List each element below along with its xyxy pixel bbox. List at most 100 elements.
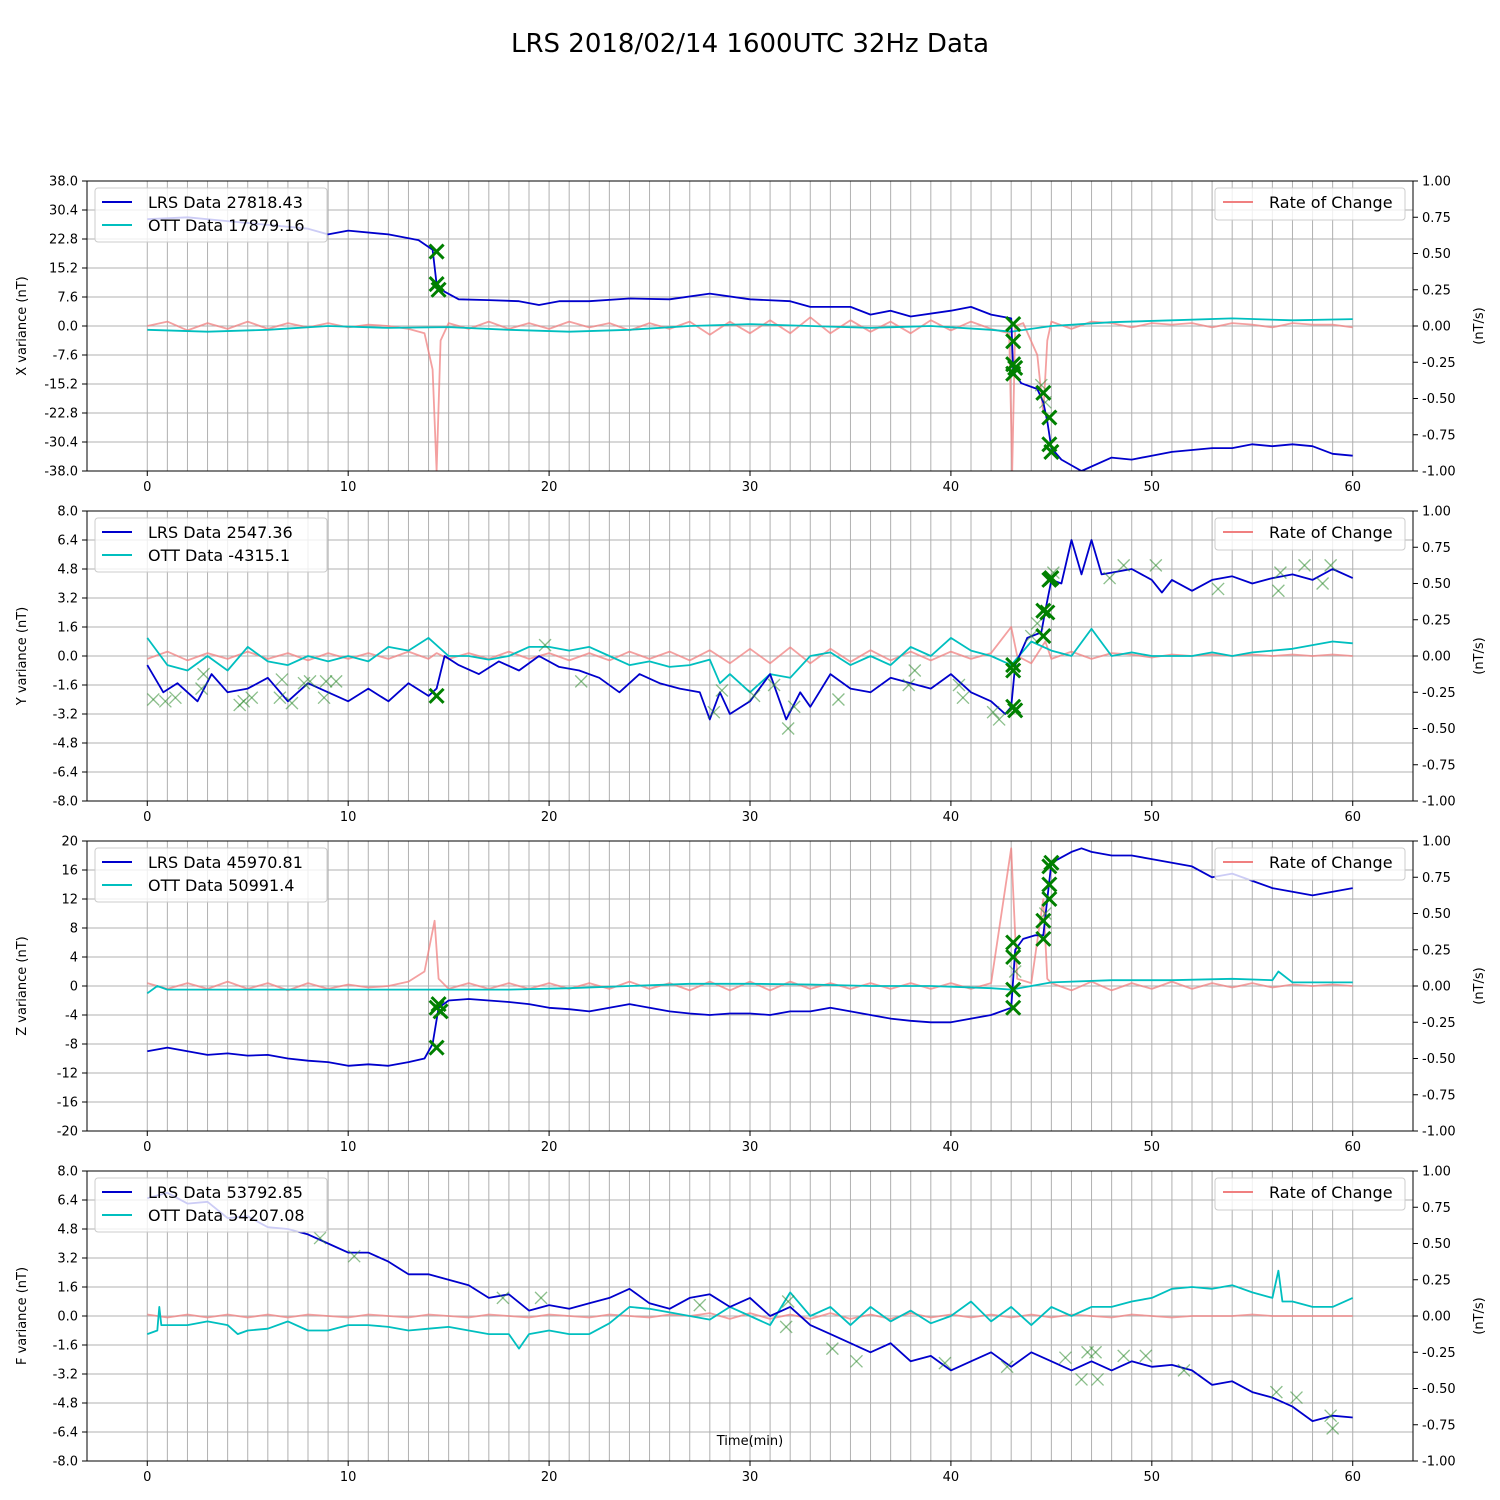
marker-faint <box>574 674 588 688</box>
legend-label: LRS Data 27818.43 <box>148 193 303 212</box>
marker-strong <box>1043 854 1060 871</box>
marker-faint <box>1269 1385 1283 1399</box>
y-tick-label: 3.2 <box>57 1252 78 1267</box>
y-tick-label: 1.6 <box>57 1281 78 1296</box>
x-tick-label: 60 <box>1344 810 1361 825</box>
y-tick-label: 0.0 <box>57 650 78 665</box>
y2-tick-label: 0.50 <box>1422 577 1451 592</box>
marker-faint <box>1298 558 1311 572</box>
marker-strong <box>1005 662 1022 679</box>
legend-label: OTT Data 54207.08 <box>148 1206 305 1225</box>
marker-faint <box>831 693 845 706</box>
marker-faint <box>1117 1349 1131 1363</box>
legend-label: Rate of Change <box>1269 853 1393 872</box>
marker-strong <box>428 1039 445 1056</box>
marker-strong <box>1005 999 1022 1016</box>
series-line-ott <box>146 627 1353 694</box>
series-line-lrs <box>147 216 1353 471</box>
marker-strong <box>1007 359 1024 377</box>
marker-faint <box>313 1231 327 1245</box>
legend-box <box>94 847 328 903</box>
y2-tick-label: -0.75 <box>1422 1088 1456 1103</box>
x-tick-label: 0 <box>143 1140 151 1155</box>
y-tick-label: -8.0 <box>53 795 78 810</box>
marker-faint <box>1271 584 1285 598</box>
legend-box <box>1214 517 1406 551</box>
marker-strong <box>1005 934 1022 951</box>
y-tick-label: -1.6 <box>53 1339 78 1354</box>
series-line-lrs <box>147 1191 1353 1422</box>
y-tick-label: 7.6 <box>57 291 78 306</box>
y-tick-label: 8.0 <box>57 505 78 520</box>
y2-tick-label: 0.25 <box>1422 613 1451 628</box>
x-tick-label: 50 <box>1144 480 1161 495</box>
x-tick-label: 60 <box>1344 480 1361 495</box>
y-tick-label: 22.8 <box>49 233 78 248</box>
y-tick-label: -3.2 <box>53 708 78 723</box>
marker-faint <box>237 694 251 708</box>
y-axis-label-f: F variance (nT) <box>15 1267 30 1365</box>
marker-faint <box>197 667 210 681</box>
legend-label: Rate of Change <box>1269 193 1393 212</box>
y2-tick-label: 0.00 <box>1422 1310 1451 1325</box>
y2-tick-label: -1.00 <box>1422 465 1456 480</box>
x-tick-label: 30 <box>742 810 759 825</box>
y-axis-label-y: Y variance (nT) <box>15 607 30 707</box>
y2-tick-label: -0.75 <box>1422 758 1456 773</box>
x-tick-label: 0 <box>143 810 151 825</box>
marker-strong <box>1041 876 1058 893</box>
x-tick-label: 0 <box>143 1470 151 1485</box>
y-tick-label: -8.0 <box>53 1455 78 1470</box>
marker-faint <box>779 1320 793 1334</box>
marker-faint <box>1103 571 1117 585</box>
y2-tick-label: 0.25 <box>1422 1273 1451 1288</box>
panel-x: 0 10 20 30 40 50 60 -38.0 -30.4 -22.8 -15.2 -7.6 0.0… <box>15 175 1487 496</box>
legend-label: Rate of Change <box>1269 1183 1393 1202</box>
legend-label: LRS Data 2547.36 <box>148 523 293 542</box>
series-line-ott <box>147 317 1353 333</box>
y2-axis-label-y: (nT/s) <box>1472 637 1487 674</box>
series-line-ott <box>146 970 1353 995</box>
marker-faint <box>146 693 160 706</box>
marker-faint <box>1075 1372 1088 1386</box>
y-tick-label: 4.8 <box>57 1223 78 1238</box>
y-tick-label: -7.6 <box>53 349 78 364</box>
marker-strong <box>1043 443 1060 460</box>
y2-tick-label: -0.25 <box>1422 356 1456 371</box>
x-tick-label: 10 <box>340 1140 357 1155</box>
marker-strong <box>1039 604 1056 621</box>
y-axis-label-x: X variance (nT) <box>15 276 30 375</box>
marker-faint <box>538 638 552 652</box>
y-tick-label: 16 <box>61 864 78 879</box>
y-tick-label: 0 <box>70 980 78 995</box>
legend-box <box>94 187 328 243</box>
x-tick-label: 20 <box>541 810 558 825</box>
marker-faint <box>329 674 343 688</box>
plot-area-f <box>146 1191 1354 1435</box>
plot-area-x <box>147 216 1353 471</box>
panel-y: 0 10 20 30 40 50 60 -8.0 -6.4 -4.8 -3.2 -1.6 0.0 1.6 3… <box>15 505 1487 826</box>
y2-tick-label: -0.50 <box>1422 722 1456 737</box>
marker-faint <box>168 691 182 705</box>
legend-right-x: Rate of Change <box>1214 187 1406 221</box>
y-tick-label: -4 <box>65 1009 78 1024</box>
x-tick-label: 50 <box>1144 810 1161 825</box>
marker-faint <box>781 1295 795 1308</box>
y2-tick-label: 0.00 <box>1422 320 1451 335</box>
legend-box <box>94 517 328 573</box>
marker-faint <box>496 1291 510 1305</box>
marker-faint <box>1008 965 1022 978</box>
marker-faint <box>693 1298 707 1312</box>
legend-left-x: LRS Data 27818.43 OTT Data 17879.16 <box>94 187 328 243</box>
y2-tick-label: -0.75 <box>1422 1418 1456 1433</box>
marker-faint <box>1139 1349 1153 1363</box>
plot-area-y <box>146 539 1354 735</box>
marker-faint <box>715 683 729 697</box>
y2-tick-label: 0.75 <box>1422 211 1451 226</box>
marker-faint <box>1273 566 1287 580</box>
marker-faint <box>1177 1363 1191 1377</box>
x-tick-label: 0 <box>143 480 151 495</box>
marker-faint <box>317 691 331 705</box>
marker-faint <box>938 1356 952 1370</box>
marker-faint <box>1290 1391 1303 1405</box>
